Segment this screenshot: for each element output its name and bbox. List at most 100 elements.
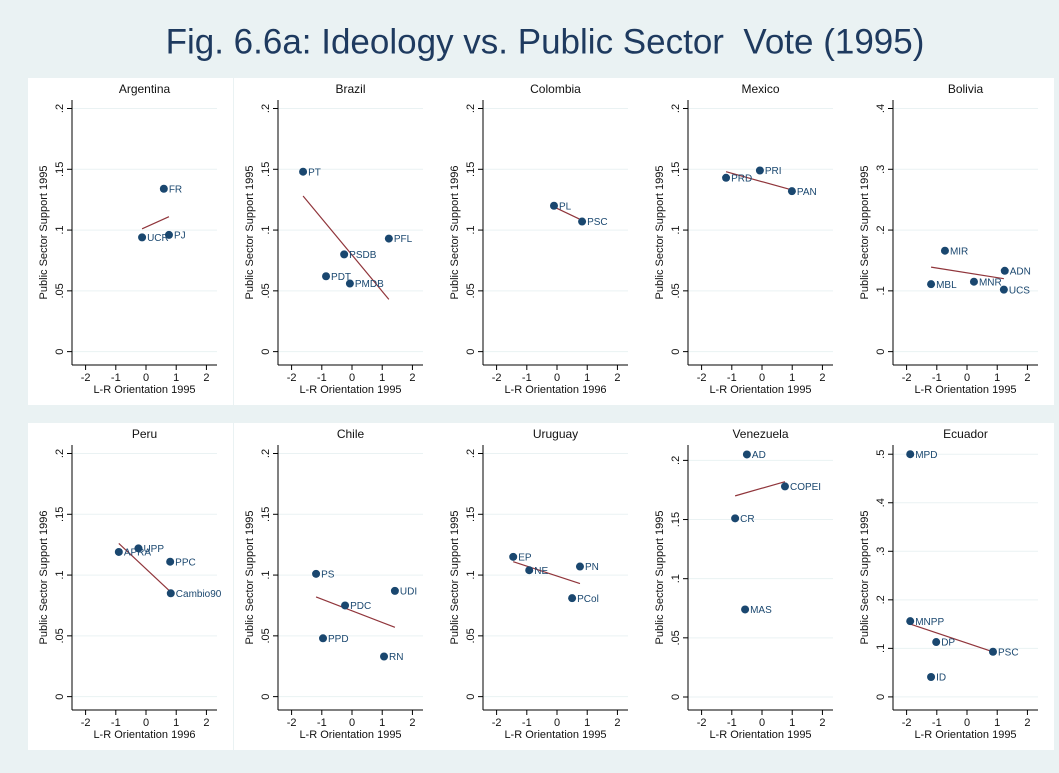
point-label: COPEI — [790, 482, 821, 493]
point — [322, 272, 331, 281]
x-tick-label: -1 — [727, 717, 737, 729]
y-tick-label: 0 — [670, 694, 682, 700]
x-tick-label: -1 — [727, 372, 737, 384]
x-tick-label: -1 — [317, 372, 327, 384]
x-tick-label: 2 — [203, 372, 209, 384]
point — [927, 280, 936, 289]
point-label: MNR — [979, 277, 1002, 288]
point — [568, 594, 577, 603]
point — [742, 450, 751, 459]
panel: Brazil 0 .05 .1 .15 .2 -2 -1 0 1 2 L-R Orientation … — [234, 78, 439, 405]
x-tick-label: -1 — [932, 372, 942, 384]
panel-title: Peru — [132, 427, 157, 441]
point — [341, 601, 350, 610]
x-tick-label: -1 — [932, 717, 942, 729]
point-label: MIR — [950, 246, 968, 257]
x-axis-title: L-R Orientation 1996 — [93, 729, 195, 741]
y-tick-label: .2 — [260, 449, 272, 458]
panel: Peru 0 .05 .1 .15 .2 -2 -1 0 1 2 L-R Orientation 19… — [28, 423, 233, 750]
panel: Argentina 0 .05 .1 .15 .2 -2 -1 0 1 2 L-R Orientati… — [28, 78, 233, 405]
y-tick-label: .15 — [54, 162, 66, 177]
point — [299, 167, 308, 176]
y-tick-label: .15 — [670, 512, 682, 527]
y-axis-title: Public Sector Support 1996 — [38, 511, 50, 645]
panel-title: Bolivia — [948, 82, 984, 96]
point-label: DP — [941, 638, 955, 649]
y-tick-label: 0 — [875, 349, 887, 355]
point — [164, 230, 173, 239]
panel-title: Brazil — [335, 82, 365, 96]
y-tick-label: .2 — [465, 104, 477, 113]
x-tick-label: 0 — [964, 717, 970, 729]
point — [575, 562, 584, 571]
x-axis-title: L-R Orientation 1995 — [504, 729, 606, 741]
point-label: MAS — [750, 605, 772, 616]
point — [390, 586, 399, 595]
panel-title: Ecuador — [943, 427, 988, 441]
x-tick-label: 0 — [143, 717, 149, 729]
point — [906, 450, 915, 459]
x-tick-label: 0 — [759, 717, 765, 729]
y-tick-label: .2 — [875, 595, 887, 604]
x-tick-label: 0 — [554, 717, 560, 729]
point — [940, 246, 949, 255]
y-tick-label: .1 — [260, 570, 272, 579]
fit-line — [930, 266, 1004, 280]
y-tick-label: .5 — [875, 450, 887, 459]
x-tick-label: -2 — [81, 717, 91, 729]
y-tick-label: .05 — [670, 630, 682, 645]
y-tick-label: .2 — [54, 449, 66, 458]
point — [578, 217, 587, 226]
x-tick-label: -2 — [287, 372, 297, 384]
x-tick-label: -2 — [902, 372, 912, 384]
panel-title: Argentina — [119, 82, 171, 96]
point — [988, 647, 997, 656]
y-tick-label: .1 — [875, 286, 887, 295]
point-label: PJ — [174, 231, 186, 242]
y-tick-label: .15 — [465, 507, 477, 522]
point — [509, 552, 518, 561]
y-tick-label: .4 — [875, 498, 887, 507]
panel: Colombia 0 .05 .1 .15 .2 -2 -1 0 1 2 L-R Orientatio… — [439, 78, 644, 405]
fit-line — [302, 195, 390, 300]
y-tick-label: .1 — [465, 570, 477, 579]
y-tick-label: 0 — [875, 694, 887, 700]
point-label: PRI — [765, 166, 782, 177]
x-tick-label: 2 — [1024, 717, 1030, 729]
y-tick-label: .2 — [260, 104, 272, 113]
panel-background — [439, 78, 644, 405]
y-tick-label: 0 — [54, 349, 66, 355]
y-tick-label: .2 — [670, 104, 682, 113]
point-label: UPP — [143, 544, 164, 555]
point-label: Cambio90 — [176, 589, 222, 600]
point-label: RN — [389, 652, 403, 663]
x-tick-label: 1 — [994, 717, 1000, 729]
panel-background — [439, 423, 644, 750]
point-label: PSC — [998, 647, 1019, 658]
x-axis-title: L-R Orientation 1995 — [914, 384, 1016, 396]
point — [134, 544, 143, 553]
point-label: CR — [740, 514, 754, 525]
y-tick-label: 0 — [670, 349, 682, 355]
y-tick-label: .15 — [260, 162, 272, 177]
point-label: MPD — [915, 450, 937, 461]
point-label: APRA — [124, 548, 152, 559]
figure-title: Fig. 6.6a: Ideology vs. Public Sector Vo… — [166, 22, 925, 61]
x-tick-label: -2 — [697, 372, 707, 384]
panel-title: Mexico — [741, 82, 779, 96]
x-tick-label: 1 — [173, 717, 179, 729]
point — [932, 638, 941, 647]
point — [906, 617, 915, 626]
x-axis-title: L-R Orientation 1995 — [914, 729, 1016, 741]
x-tick-label: -2 — [287, 717, 297, 729]
y-tick-label: 0 — [54, 694, 66, 700]
y-tick-label: .1 — [670, 574, 682, 583]
y-tick-label: 0 — [260, 694, 272, 700]
y-tick-label: .15 — [54, 507, 66, 522]
x-axis-title: L-R Orientation 1996 — [504, 384, 606, 396]
x-tick-label: 2 — [203, 717, 209, 729]
point-label: PRD — [731, 173, 752, 184]
point — [1000, 266, 1009, 275]
point — [319, 634, 328, 643]
y-tick-label: .1 — [875, 644, 887, 653]
